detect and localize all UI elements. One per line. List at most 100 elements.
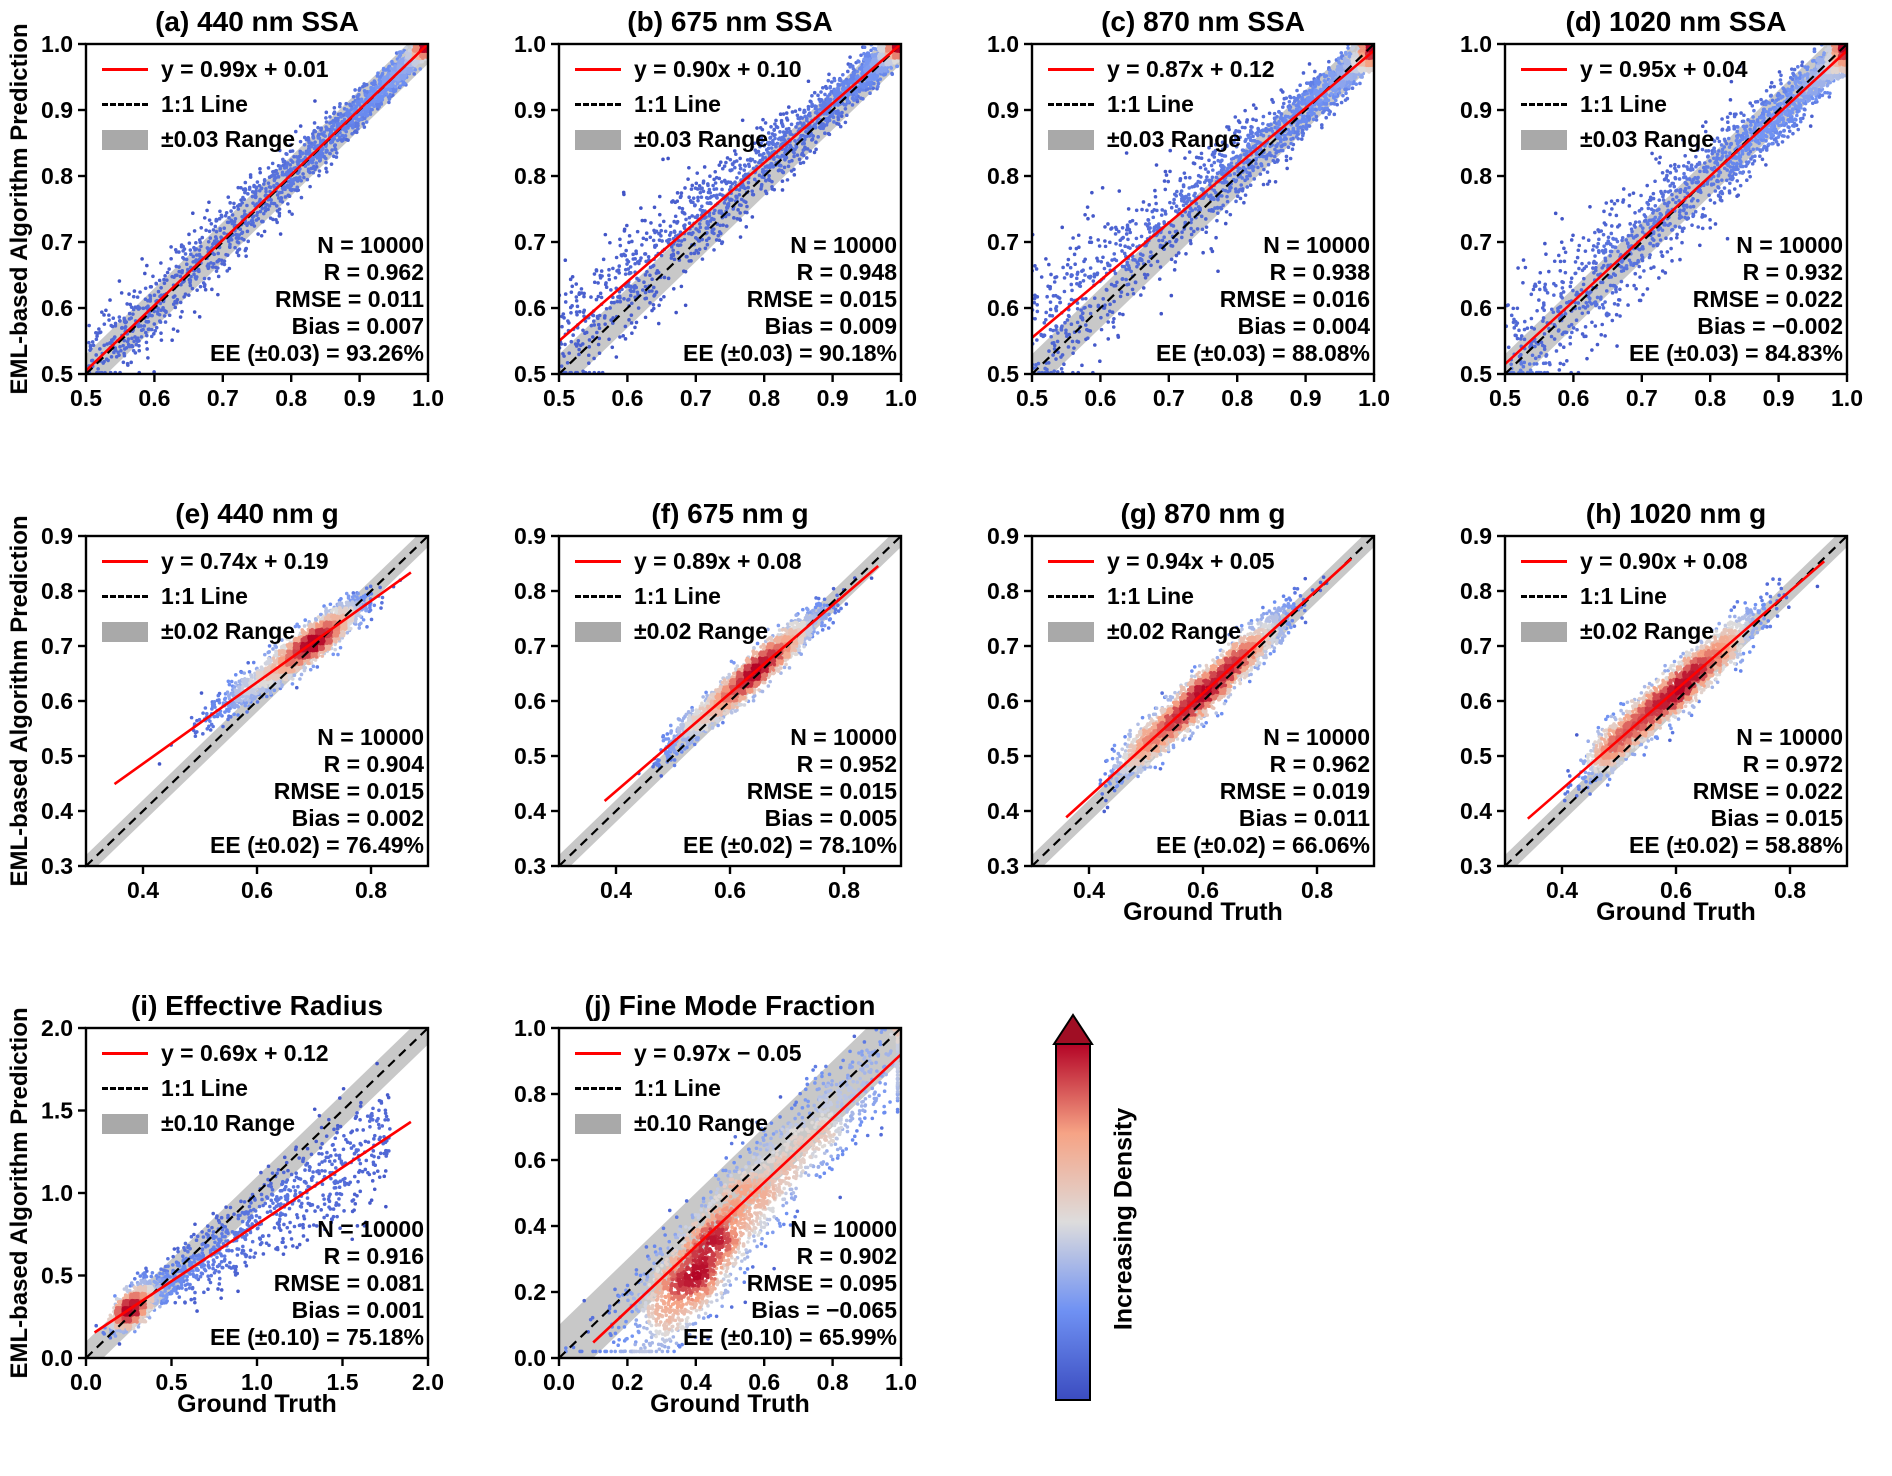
legend-label: y = 0.69x + 0.12 [161, 1040, 329, 1066]
stat-ee: EE (±0.03) = 93.26% [210, 340, 424, 366]
scatter-canvas [473, 0, 946, 492]
identity-line-swatch [1521, 103, 1567, 106]
identity-line-swatch [1048, 595, 1094, 598]
stats-block: N = 10000 R = 0.916 RMSE = 0.081 Bias = 0.0… [210, 1216, 424, 1351]
panel-j: (j) Fine Mode Fraction y = 0.97x − 0.05 1:… [473, 984, 946, 1476]
legend-item: 1:1 Line [102, 1075, 329, 1102]
legend-label: y = 0.94x + 0.05 [1107, 548, 1275, 574]
legend-item: 1:1 Line [575, 583, 802, 610]
panel-i: (i) Effective Radius y = 0.69x + 0.12 1:1 … [0, 984, 473, 1476]
scatter-canvas [1419, 492, 1892, 984]
scatter-canvas [946, 0, 1419, 492]
stat-rmse: RMSE = 0.016 [1219, 286, 1370, 312]
identity-line-swatch [575, 103, 621, 106]
legend: y = 0.95x + 0.04 1:1 Line ±0.03 Range [1521, 56, 1748, 153]
identity-line-swatch [1521, 595, 1567, 598]
stats-block: N = 10000 R = 0.938 RMSE = 0.016 Bias = 0.0… [1156, 232, 1370, 367]
stat-bias: Bias = 0.001 [291, 1297, 424, 1323]
legend-label: y = 0.89x + 0.08 [634, 548, 802, 574]
fit-line-swatch [575, 1052, 621, 1055]
x-axis-label: Ground Truth [177, 1390, 337, 1418]
x-axis-label: Ground Truth [1123, 898, 1283, 926]
stat-bias: Bias = −0.002 [1697, 313, 1843, 339]
legend-item: 1:1 Line [102, 91, 329, 118]
identity-line-swatch [575, 1087, 621, 1090]
panel-title: (j) Fine Mode Fraction [584, 990, 876, 1021]
error-band-swatch [1048, 621, 1094, 642]
legend: y = 0.89x + 0.08 1:1 Line ±0.02 Range [575, 548, 802, 645]
legend-label: ±0.10 Range [634, 1110, 769, 1136]
panel-e: (e) 440 nm g y = 0.74x + 0.19 1:1 Line ±0.0… [0, 492, 473, 984]
legend: y = 0.97x − 0.05 1:1 Line ±0.10 Range [575, 1040, 802, 1137]
legend-item: ±0.10 Range [102, 1110, 329, 1137]
legend-label: y = 0.87x + 0.12 [1107, 56, 1275, 82]
legend-item: ±0.03 Range [1048, 126, 1275, 153]
stats-block: N = 10000 R = 0.952 RMSE = 0.015 Bias = 0.0… [683, 724, 897, 859]
error-band-swatch [575, 129, 621, 150]
scatter-canvas [0, 984, 473, 1476]
stat-rmse: RMSE = 0.022 [1692, 286, 1843, 312]
panel-d: (d) 1020 nm SSA y = 0.95x + 0.04 1:1 Line ±… [1419, 0, 1892, 492]
legend-label: 1:1 Line [161, 583, 248, 609]
identity-line-swatch [1048, 103, 1094, 106]
panel-h: (h) 1020 nm g y = 0.90x + 0.08 1:1 Line ±0.… [1419, 492, 1892, 984]
legend-label: ±0.02 Range [1580, 618, 1715, 644]
panel-title: (d) 1020 nm SSA [1565, 6, 1787, 37]
fit-line-swatch [1048, 560, 1094, 563]
stat-rmse: RMSE = 0.015 [746, 778, 897, 804]
error-band-swatch [1521, 129, 1567, 150]
stat-n: N = 10000 [317, 724, 424, 750]
panel-title: (i) Effective Radius [130, 990, 384, 1021]
legend-label: ±0.03 Range [1580, 126, 1715, 152]
identity-line-swatch [102, 103, 148, 106]
legend: y = 0.90x + 0.08 1:1 Line ±0.02 Range [1521, 548, 1748, 645]
legend-label: ±0.02 Range [1107, 618, 1242, 644]
stat-r: R = 0.904 [323, 751, 424, 777]
error-band-swatch [575, 1113, 621, 1134]
panel-title: (f) 675 nm g [651, 498, 809, 529]
legend-item: 1:1 Line [1521, 583, 1748, 610]
stat-ee: EE (±0.02) = 76.49% [210, 832, 424, 858]
stat-bias: Bias = 0.005 [764, 805, 897, 831]
scatter-canvas [473, 492, 946, 984]
legend: y = 0.87x + 0.12 1:1 Line ±0.03 Range [1048, 56, 1275, 153]
stat-bias: Bias = 0.002 [291, 805, 424, 831]
stat-ee: EE (±0.03) = 88.08% [1156, 340, 1370, 366]
colorbar-label: Increasing Density [1109, 1107, 1138, 1331]
stat-rmse: RMSE = 0.015 [746, 286, 897, 312]
stat-n: N = 10000 [1736, 232, 1843, 258]
colorbar-bar [1055, 1043, 1091, 1401]
legend-label: 1:1 Line [1107, 583, 1194, 609]
stat-ee: EE (±0.02) = 78.10% [683, 832, 897, 858]
stat-n: N = 10000 [1263, 232, 1370, 258]
stat-r: R = 0.952 [796, 751, 897, 777]
legend-label: 1:1 Line [634, 1075, 721, 1101]
legend-item: y = 0.89x + 0.08 [575, 548, 802, 575]
legend-label: 1:1 Line [634, 583, 721, 609]
legend: y = 0.99x + 0.01 1:1 Line ±0.03 Range [102, 56, 329, 153]
stat-r: R = 0.972 [1742, 751, 1843, 777]
stat-ee: EE (±0.03) = 84.83% [1629, 340, 1843, 366]
stat-rmse: RMSE = 0.019 [1219, 778, 1370, 804]
legend-label: y = 0.90x + 0.08 [1580, 548, 1748, 574]
stat-ee: EE (±0.02) = 58.88% [1629, 832, 1843, 858]
legend-item: ±0.02 Range [1521, 618, 1748, 645]
stat-bias: Bias = 0.011 [1238, 805, 1370, 831]
legend-label: ±0.03 Range [634, 126, 769, 152]
legend-label: 1:1 Line [161, 1075, 248, 1101]
error-band-swatch [102, 1113, 148, 1134]
legend-item: ±0.03 Range [1521, 126, 1748, 153]
legend-label: ±0.03 Range [161, 126, 296, 152]
fit-line-swatch [1048, 68, 1094, 71]
scatter-canvas [1419, 0, 1892, 492]
stat-ee: EE (±0.10) = 65.99% [683, 1324, 897, 1350]
error-band-swatch [575, 621, 621, 642]
fit-line-swatch [1521, 68, 1567, 71]
panel-title: (b) 675 nm SSA [627, 6, 833, 37]
stats-block: N = 10000 R = 0.948 RMSE = 0.015 Bias = 0.0… [683, 232, 897, 367]
stat-r: R = 0.938 [1269, 259, 1370, 285]
stat-rmse: RMSE = 0.095 [746, 1270, 897, 1296]
panel-a: (a) 440 nm SSA y = 0.99x + 0.01 1:1 Line ±0… [0, 0, 473, 492]
stat-r: R = 0.932 [1742, 259, 1843, 285]
